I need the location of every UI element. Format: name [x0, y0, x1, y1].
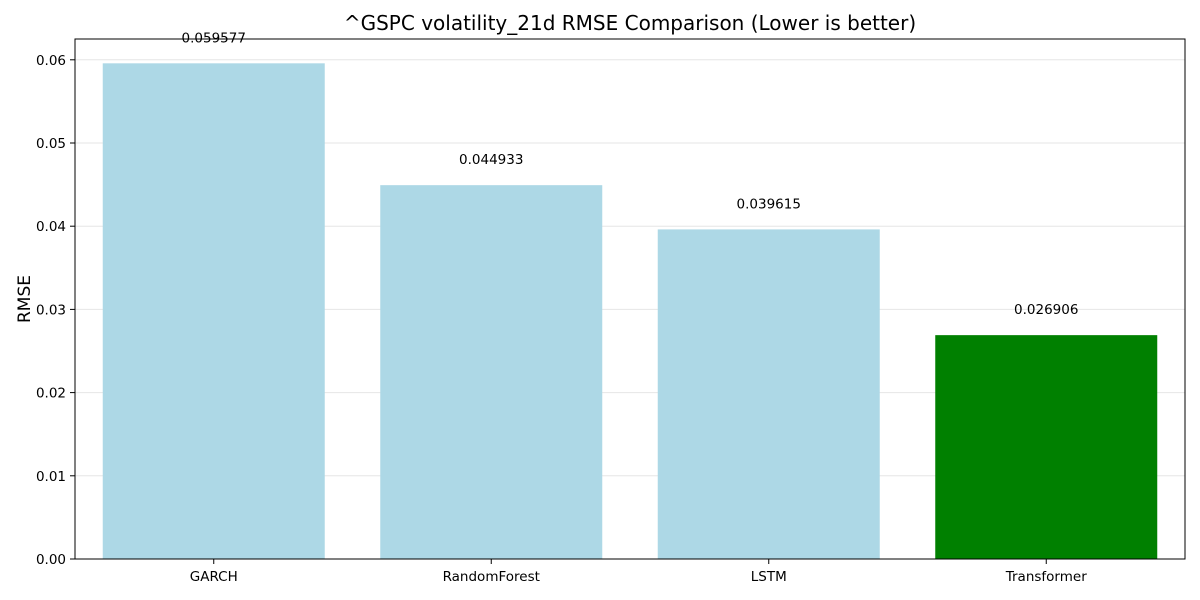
x-axis-ticks: GARCH RandomForest LSTM Transformer: [190, 559, 1087, 585]
data-label: 0.039615: [737, 196, 801, 212]
x-tick-label: GARCH: [190, 569, 238, 585]
bar-randomforest: [380, 185, 603, 559]
y-tick-label: 0.03: [36, 302, 66, 318]
y-axis-label: RMSE: [15, 275, 35, 323]
y-tick-label: 0.02: [36, 386, 66, 402]
y-axis-ticks: 0.00 0.01 0.02 0.03 0.04 0.05 0.06: [36, 53, 75, 568]
y-tick-label: 0.04: [36, 219, 66, 235]
bar-transformer: [935, 335, 1158, 559]
x-tick-label: Transformer: [1005, 569, 1087, 585]
bar-garch: [102, 63, 325, 559]
x-tick-label: RandomForest: [443, 569, 540, 585]
data-label: 0.044933: [459, 152, 523, 168]
y-tick-label: 0.00: [36, 552, 66, 568]
y-tick-label: 0.05: [36, 136, 66, 152]
data-label: 0.026906: [1014, 302, 1078, 318]
plot-area-frame: [74, 38, 1186, 560]
data-label: 0.059577: [182, 30, 246, 46]
bars: [102, 63, 1158, 559]
y-tick-label: 0.06: [36, 53, 66, 69]
chart-title: ^GSPC volatility_21d RMSE Comparison (Lo…: [344, 11, 916, 35]
bar-lstm: [657, 229, 880, 559]
data-labels: 0.059577 0.044933 0.039615 0.026906: [182, 30, 1079, 318]
y-tick-label: 0.01: [36, 469, 66, 485]
x-tick-label: LSTM: [751, 569, 787, 585]
